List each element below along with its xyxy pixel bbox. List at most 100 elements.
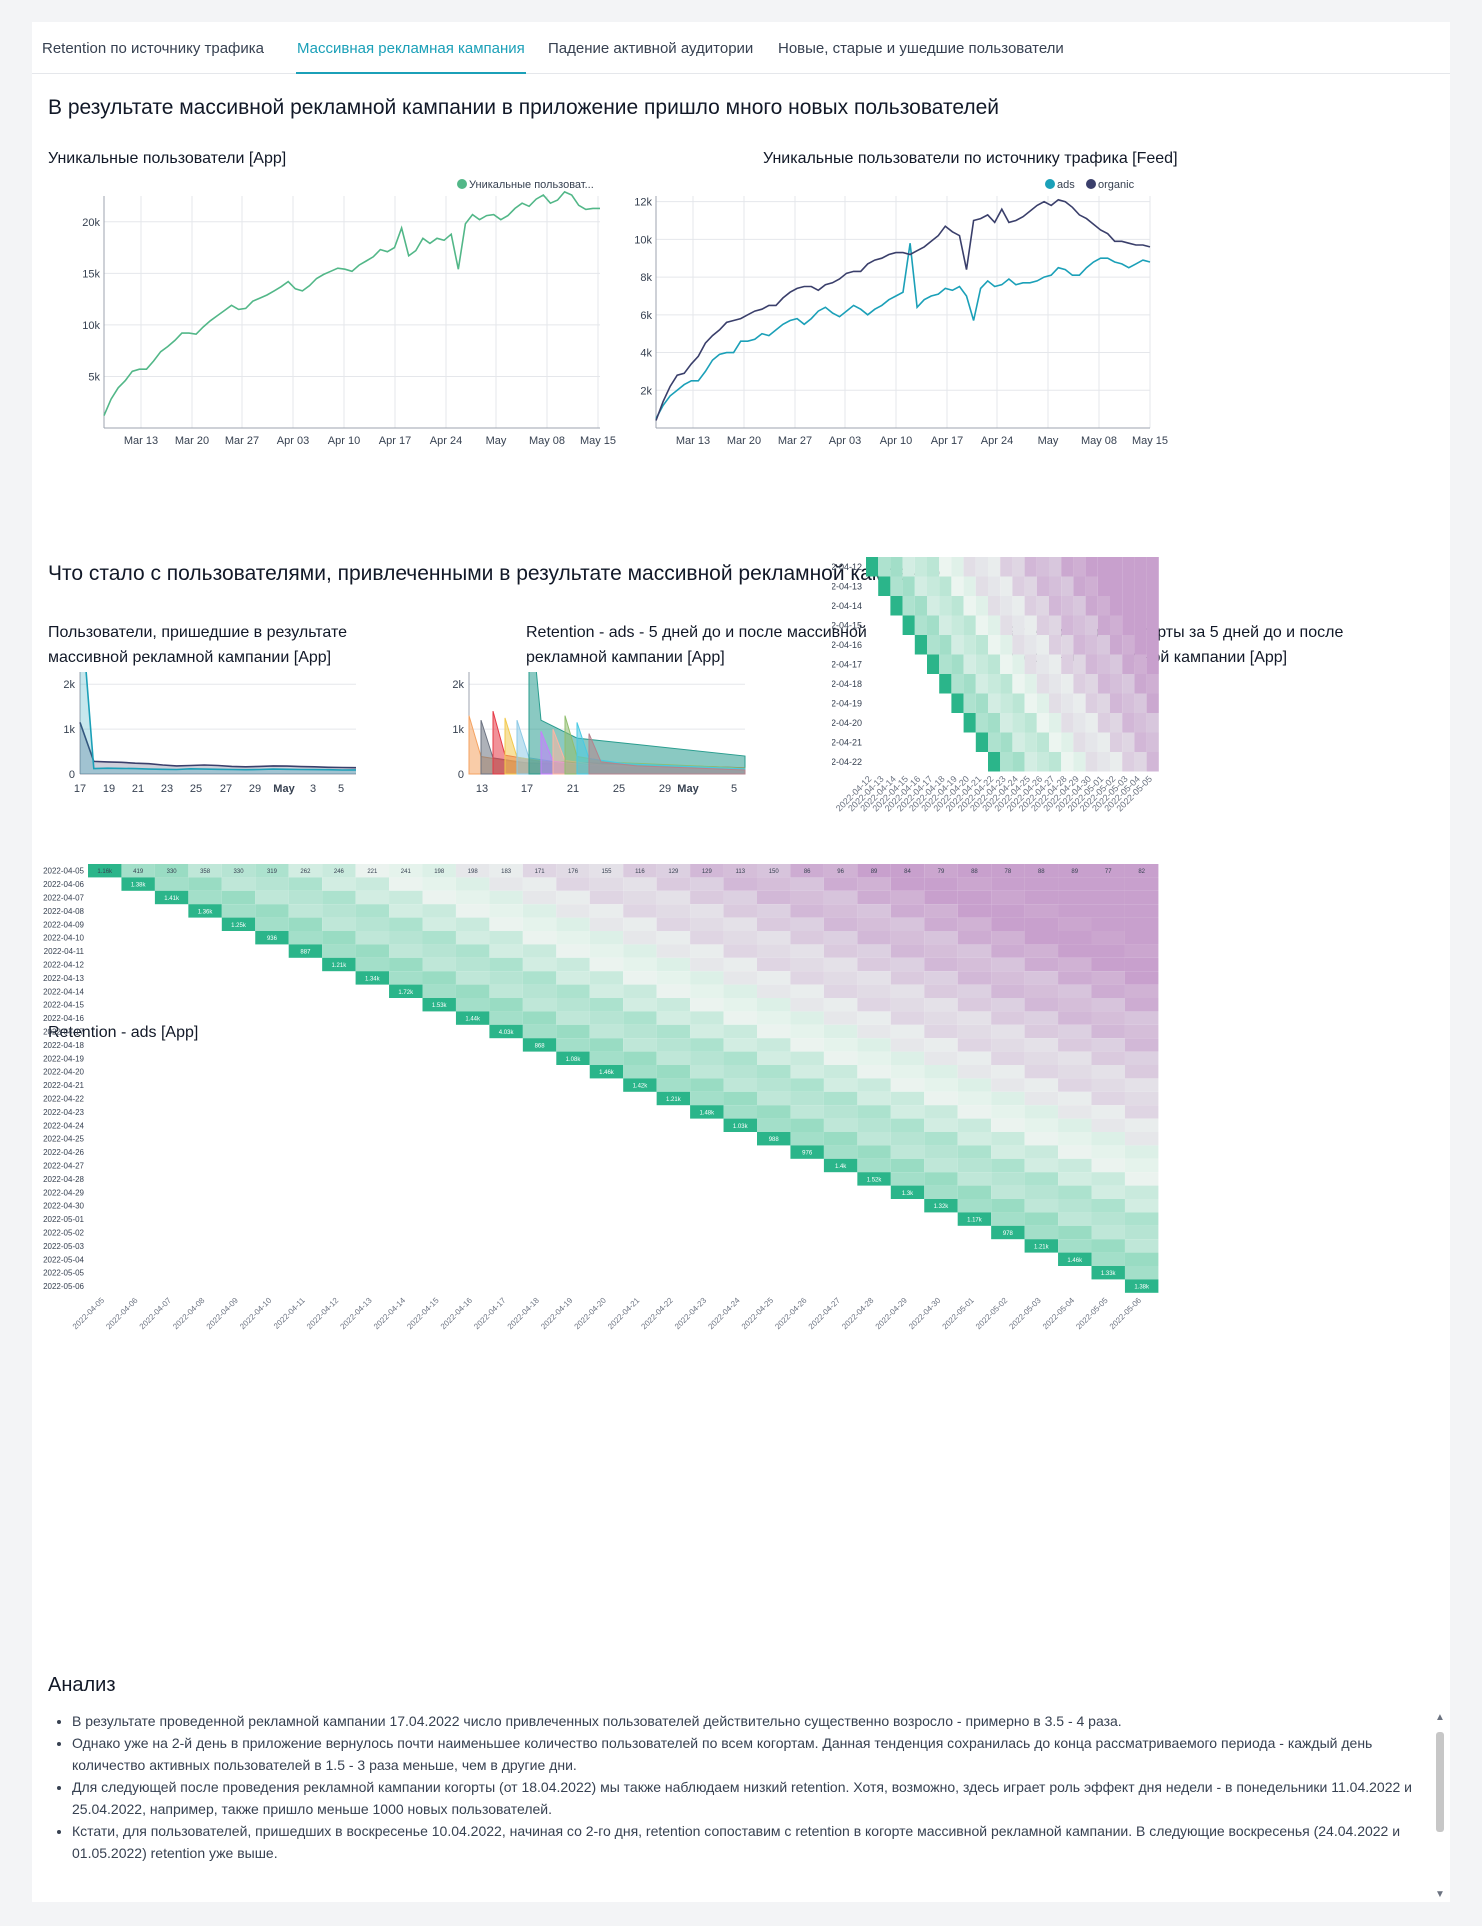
- scroll-thumb[interactable]: [1436, 1732, 1444, 1832]
- col-label: 2022-04-06: [104, 1295, 140, 1331]
- heat-cell: [1124, 971, 1159, 985]
- heat-cell: [656, 1051, 691, 1065]
- heat-cell: [1124, 1051, 1159, 1065]
- heat-cell: [1024, 864, 1059, 878]
- cell-label: 976: [802, 1151, 813, 1157]
- heat-cell: [522, 890, 557, 905]
- heat-cell: [1091, 1158, 1125, 1173]
- heat-cell: [1058, 1132, 1092, 1146]
- heat-cell: [988, 635, 1001, 655]
- heat-cell: [723, 1105, 757, 1119]
- heat-cell: [924, 1024, 958, 1039]
- heat-cell: [1000, 752, 1013, 772]
- heat-cell: [455, 984, 490, 998]
- dashboard-page: Retention по источнику трафика Массивная…: [32, 22, 1450, 1902]
- x-tick-label: 21: [567, 783, 579, 795]
- row-label: 2022-04-17: [43, 1028, 84, 1037]
- heat-cell: [355, 877, 390, 891]
- tab-retention-source[interactable]: Retention по источнику трафика: [42, 40, 264, 57]
- heat-cell: [623, 931, 657, 945]
- tab-active-audience-drop[interactable]: Падение активной аудитории: [548, 40, 754, 57]
- heat-cell: [991, 957, 1025, 972]
- heat-cell: [890, 596, 903, 616]
- x-tick-label: 5: [338, 783, 344, 795]
- heat-cell: [975, 654, 988, 674]
- heat-cell: [1024, 1185, 1059, 1199]
- col-label: 2022-04-12: [305, 1295, 341, 1331]
- heat-cell: [1049, 654, 1062, 674]
- heat-cell: [723, 1065, 757, 1079]
- heat-cell: [857, 957, 891, 972]
- heat-cell: [589, 944, 624, 958]
- heat-cell: [389, 957, 423, 972]
- heat-cell: [975, 615, 988, 635]
- heat-cell: [857, 1011, 891, 1025]
- heat-cell: [723, 957, 757, 972]
- heat-cell: [623, 904, 657, 918]
- heat-cell: [1091, 1199, 1125, 1213]
- heat-cell: [723, 1011, 757, 1025]
- heat-cell: [988, 713, 1001, 733]
- heat-cell: [288, 931, 323, 945]
- heat-cell: [890, 1091, 925, 1106]
- heat-cell: [1124, 877, 1159, 891]
- heat-cell: [355, 904, 390, 918]
- heat-cell: [878, 557, 891, 577]
- heat-cell: [991, 1212, 1025, 1226]
- heat-cell: [723, 1091, 757, 1106]
- heat-cell: [1097, 654, 1110, 674]
- heat-cell: [857, 1145, 891, 1159]
- heat-cell: [1110, 713, 1123, 733]
- row-label: 2022-04-05: [43, 867, 84, 876]
- cell-label: 868: [535, 1043, 546, 1049]
- heat-cell: [857, 971, 891, 985]
- cell-label: 330: [234, 869, 245, 875]
- heat-cell: [823, 957, 858, 972]
- heat-cell: [857, 917, 891, 931]
- heat-cell: [991, 1199, 1025, 1213]
- heat-cell: [656, 1024, 691, 1039]
- heat-cell: [757, 1024, 791, 1039]
- scroll-up-icon[interactable]: ▲: [1435, 1712, 1445, 1723]
- tab-massive-campaign[interactable]: Массивная рекламная кампания: [297, 40, 525, 57]
- col-label: 2022-04-18: [506, 1295, 542, 1331]
- cell-label: 887: [300, 950, 311, 956]
- heat-cell: [991, 1051, 1025, 1065]
- heat-cell: [355, 944, 390, 958]
- tab-new-old-gone-users[interactable]: Новые, старые и ушедшие пользователи: [778, 40, 1064, 57]
- col-label: 2022-04-25: [740, 1295, 776, 1331]
- scroll-down-icon[interactable]: ▼: [1435, 1889, 1445, 1900]
- analysis-scrollbar[interactable]: ▲ ▼: [1434, 1712, 1446, 1900]
- heat-cell: [939, 615, 952, 635]
- heat-cell: [991, 984, 1025, 998]
- heat-cell: [288, 864, 323, 878]
- heat-cell: [1134, 576, 1147, 596]
- cell-label: 1.21k: [332, 963, 348, 969]
- heat-cell: [1122, 576, 1135, 596]
- heat-cell: [1097, 615, 1110, 635]
- heat-cell: [1058, 971, 1092, 985]
- heat-cell: [422, 998, 456, 1012]
- heat-cell: [957, 1105, 992, 1119]
- heat-cell: [890, 1065, 925, 1079]
- heat-cell: [1024, 890, 1059, 905]
- heat-cell: [389, 931, 423, 945]
- heat-cell: [1110, 557, 1123, 577]
- heat-cell: [1146, 752, 1159, 772]
- heat-cell: [556, 931, 590, 945]
- heat-cell: [1097, 713, 1110, 733]
- row-label: 2022-04-27: [43, 1162, 84, 1171]
- heat-cell: [1091, 1252, 1125, 1266]
- row-label: 2022-04-14: [43, 987, 84, 996]
- heat-cell: [857, 1132, 891, 1146]
- heat-cell: [957, 1212, 992, 1226]
- heat-cell: [1024, 1158, 1059, 1173]
- heat-cell: [1058, 944, 1092, 958]
- heat-cell: [1049, 674, 1062, 694]
- heat-cell: [489, 971, 523, 985]
- heat-cell: [522, 944, 557, 958]
- heat-cell: [1073, 557, 1086, 577]
- heat-cell: [1122, 732, 1135, 752]
- heat-cell: [589, 877, 624, 891]
- heat-cell: [823, 971, 858, 985]
